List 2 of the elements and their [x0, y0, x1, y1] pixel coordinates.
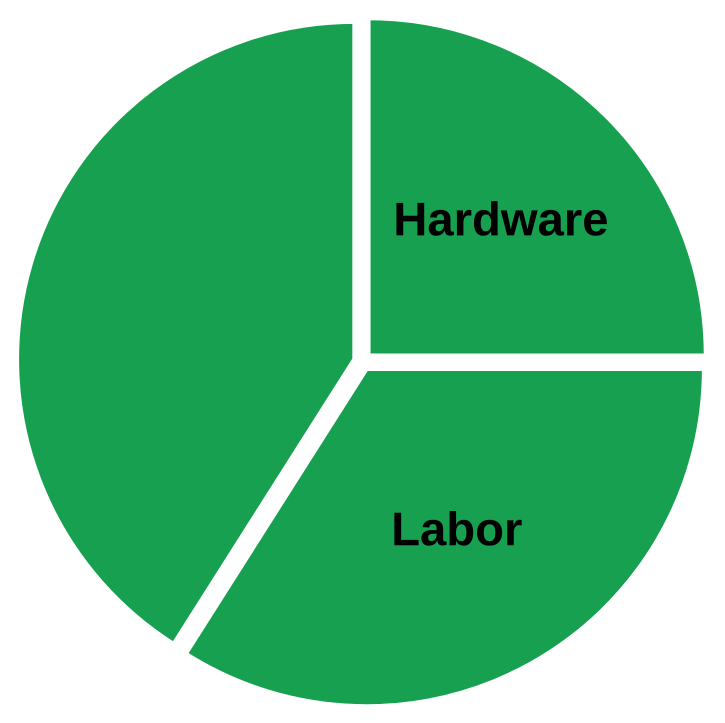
slice-label: Hardware	[396, 201, 607, 236]
slice-label: Labor	[394, 510, 522, 546]
